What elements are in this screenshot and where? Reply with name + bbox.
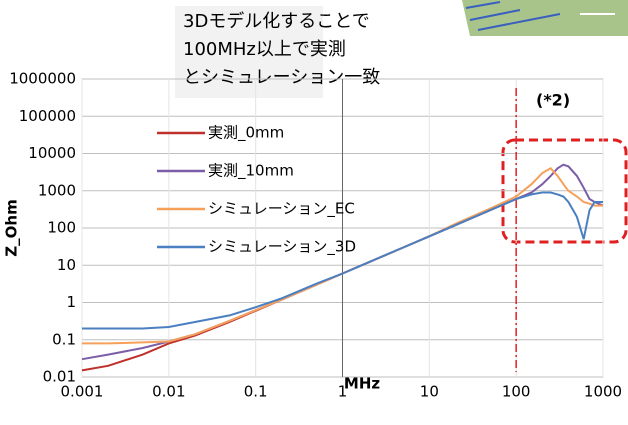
legend-label: シミュレーション_EC	[208, 200, 355, 219]
y-tick-label: 1	[66, 293, 76, 311]
legend-label: 実測_10mm	[208, 162, 294, 181]
x-tick-label: 100	[502, 383, 531, 401]
annotation-text: 3Dモデル化することで	[183, 11, 370, 32]
annotation-text: とシミュレーション一致	[183, 67, 380, 88]
note: (*2)	[536, 91, 570, 110]
y-tick-label: 100000	[19, 107, 76, 125]
x-tick-label: 0.1	[244, 383, 268, 401]
x-tick-label: 0.01	[152, 383, 185, 401]
x-tick-label: 0.001	[61, 383, 104, 401]
y-tick-label: 0.1	[52, 330, 76, 348]
legend-label: 実測_0mm	[208, 124, 284, 143]
annotation-text: 100MHz以上で実測	[183, 39, 346, 60]
thumbnail	[462, 0, 628, 36]
y-tick-label: 100	[47, 219, 76, 237]
y-axis-label: Z_Ohm	[3, 199, 21, 256]
x-tick-label: 1000	[584, 383, 622, 401]
y-tick-label: 1000	[38, 181, 76, 199]
legend-label: シミュレーション_3D	[208, 238, 356, 257]
chart: 3Dモデル化することで 100MHz以上で実測 とシミュレーション一致 (*2)…	[0, 0, 628, 421]
x-tick-label: 10	[420, 383, 439, 401]
y-tick-label: 1000000	[9, 70, 76, 88]
x-tick-label: 1	[338, 383, 348, 401]
y-tick-label: 10000	[28, 144, 76, 162]
y-tick-label: 10	[57, 256, 76, 274]
